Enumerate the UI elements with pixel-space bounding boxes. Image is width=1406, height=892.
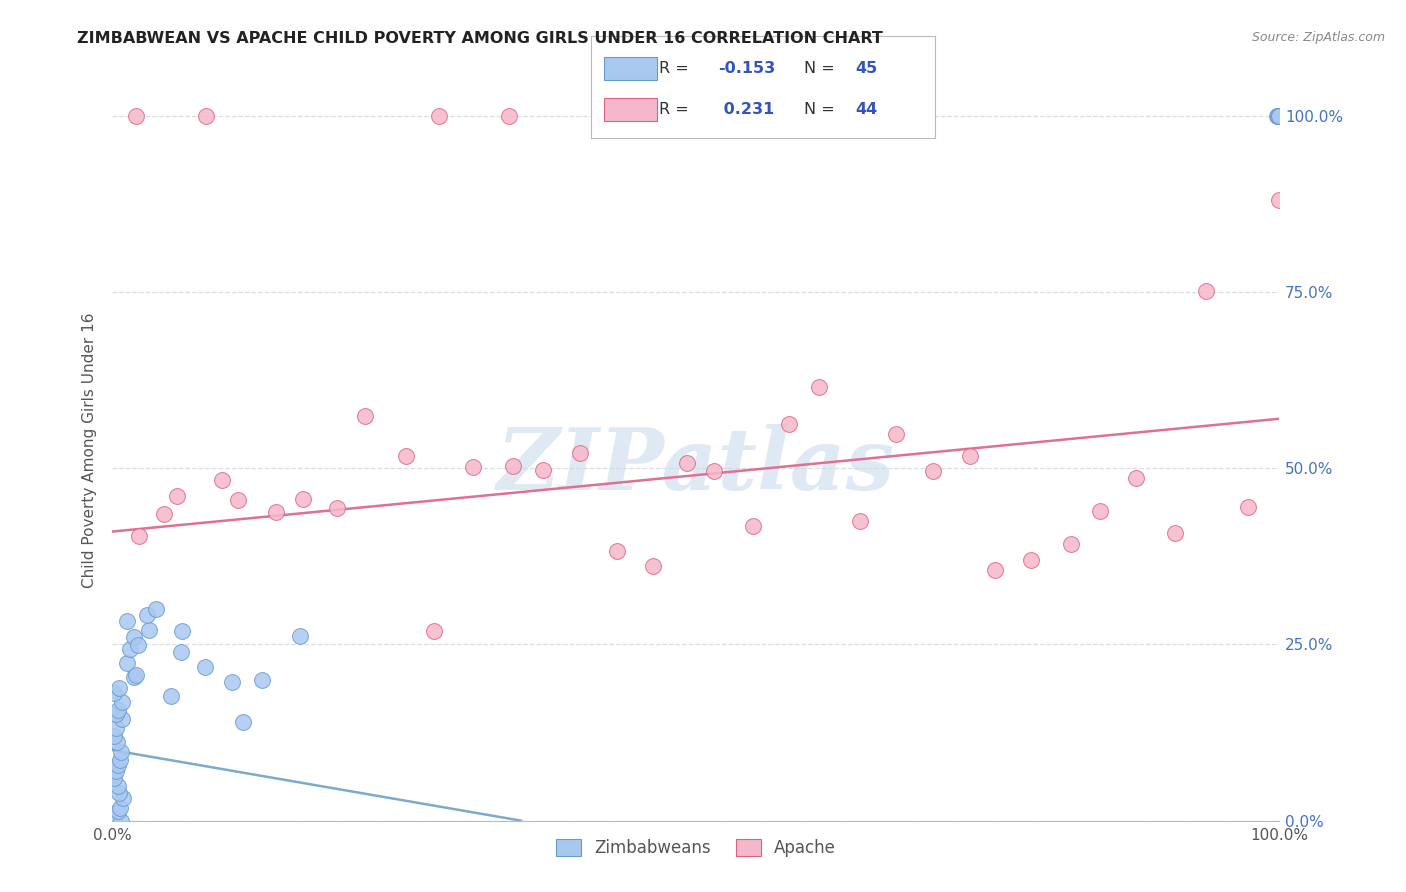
Point [264, 505, 287, 519]
Point [1125, 471, 1147, 485]
Point [461, 459, 484, 474]
Point [127, 639, 149, 653]
Point [107, 757, 129, 772]
Text: 45: 45 [856, 61, 877, 76]
Point [170, 645, 193, 659]
Point [1164, 525, 1187, 540]
Point [849, 514, 872, 528]
Point [194, 659, 217, 673]
Point [159, 689, 181, 703]
Point [1268, 193, 1291, 207]
Point [105, 764, 128, 779]
Point [1019, 552, 1042, 566]
Point [1267, 109, 1289, 123]
Point [1060, 537, 1083, 551]
Point [1088, 504, 1111, 518]
Point [1268, 109, 1291, 123]
Point [105, 735, 128, 749]
FancyBboxPatch shape [605, 57, 658, 79]
Point [104, 706, 127, 721]
Point [111, 791, 134, 805]
Legend: Zimbabweans, Apache: Zimbabweans, Apache [550, 832, 842, 864]
Y-axis label: Child Poverty Among Girls Under 16: Child Poverty Among Girls Under 16 [82, 313, 97, 588]
Point [502, 458, 524, 473]
Point [107, 805, 129, 819]
Point [120, 642, 142, 657]
Point [676, 457, 699, 471]
Text: Source: ZipAtlas.com: Source: ZipAtlas.com [1251, 31, 1385, 45]
Point [1267, 109, 1289, 123]
Point [111, 695, 134, 709]
Point [531, 463, 554, 477]
Point [252, 673, 274, 687]
Point [122, 670, 145, 684]
Text: -0.153: -0.153 [718, 61, 775, 76]
Point [128, 529, 150, 543]
Point [606, 543, 628, 558]
Point [125, 667, 148, 681]
Point [103, 686, 125, 700]
Point [959, 450, 981, 464]
Point [138, 624, 160, 638]
Point [115, 615, 138, 629]
Point [1268, 109, 1291, 123]
Point [423, 624, 446, 638]
Point [291, 491, 314, 506]
Point [703, 464, 725, 478]
Point [107, 779, 129, 793]
Point [111, 712, 134, 726]
Point [110, 746, 132, 760]
Text: ZIMBABWEAN VS APACHE CHILD POVERTY AMONG GIRLS UNDER 16 CORRELATION CHART: ZIMBABWEAN VS APACHE CHILD POVERTY AMONG… [77, 31, 883, 46]
Point [569, 446, 592, 460]
Point [108, 753, 131, 767]
Point [884, 426, 907, 441]
Point [354, 409, 377, 423]
Point [778, 417, 800, 431]
Point [145, 602, 167, 616]
Point [107, 786, 129, 800]
Point [125, 109, 148, 123]
Point [1194, 284, 1216, 298]
Point [1236, 500, 1258, 515]
Point [984, 563, 1007, 577]
Point [136, 607, 159, 622]
Point [326, 500, 349, 515]
Text: R =: R = [659, 102, 695, 117]
Point [808, 380, 831, 394]
Point [427, 109, 450, 123]
Text: N =: N = [804, 102, 839, 117]
Point [226, 493, 249, 508]
Point [110, 801, 132, 815]
Point [641, 559, 664, 574]
FancyBboxPatch shape [605, 98, 658, 120]
Point [922, 464, 945, 478]
Point [108, 681, 131, 695]
Text: R =: R = [659, 61, 695, 76]
Text: 44: 44 [856, 102, 877, 117]
Point [288, 629, 311, 643]
Point [221, 674, 243, 689]
Point [122, 631, 145, 645]
Point [498, 109, 520, 123]
Text: N =: N = [804, 61, 839, 76]
Point [110, 814, 132, 828]
Point [103, 729, 125, 743]
Point [103, 813, 125, 827]
Text: ZIPatlas: ZIPatlas [496, 424, 896, 507]
Point [117, 656, 139, 670]
Point [105, 721, 128, 735]
Point [166, 489, 188, 503]
Point [1268, 109, 1291, 123]
Point [211, 473, 233, 487]
Point [103, 771, 125, 785]
Point [194, 109, 217, 123]
Point [1267, 109, 1289, 123]
Point [172, 624, 194, 639]
Point [153, 507, 176, 521]
Point [742, 519, 765, 533]
Point [395, 449, 418, 463]
Point [107, 703, 129, 717]
Text: 0.231: 0.231 [718, 102, 775, 117]
Point [232, 715, 254, 730]
